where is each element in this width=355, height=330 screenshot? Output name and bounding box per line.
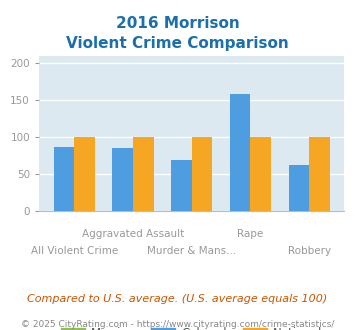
Text: Murder & Mans...: Murder & Mans... [147, 246, 236, 256]
Bar [250, 137, 271, 211]
Text: Aggravated Assault: Aggravated Assault [82, 229, 184, 239]
Text: Robbery: Robbery [288, 246, 331, 256]
Text: Rape: Rape [237, 229, 263, 239]
Bar [230, 94, 250, 211]
Bar [192, 137, 212, 211]
Text: Violent Crime Comparison: Violent Crime Comparison [66, 36, 289, 51]
Bar [171, 159, 192, 211]
Text: All Violent Crime: All Violent Crime [31, 246, 118, 256]
Text: © 2025 CityRating.com - https://www.cityrating.com/crime-statistics/: © 2025 CityRating.com - https://www.city… [21, 320, 334, 329]
Legend: Morrison, Colorado, National: Morrison, Colorado, National [57, 322, 327, 330]
Bar [113, 148, 133, 211]
Bar [289, 165, 309, 211]
Bar [309, 137, 330, 211]
Text: Compared to U.S. average. (U.S. average equals 100): Compared to U.S. average. (U.S. average … [27, 294, 328, 304]
Bar [54, 147, 74, 211]
Bar [133, 137, 153, 211]
Bar [74, 137, 95, 211]
Text: 2016 Morrison: 2016 Morrison [116, 16, 239, 31]
